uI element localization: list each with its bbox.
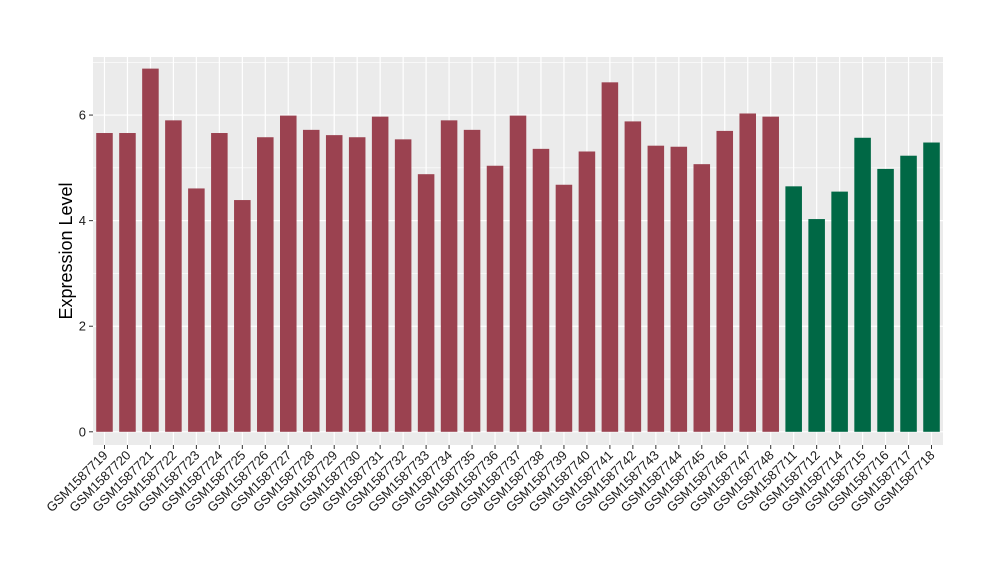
x-axis-ticks: GSM1587719GSM1587720GSM1587721GSM1587722… xyxy=(43,445,938,515)
bar-GSM1587729 xyxy=(325,135,343,432)
bar-GSM1587747 xyxy=(739,113,756,432)
bar-GSM1587745 xyxy=(693,164,711,432)
y-tick-label: 6 xyxy=(79,108,86,123)
bar-GSM1587720 xyxy=(119,133,136,432)
bar-GSM1587719 xyxy=(96,133,113,432)
bar-GSM1587738 xyxy=(532,148,550,432)
bar-GSM1587739 xyxy=(555,184,573,432)
y-tick-label: 2 xyxy=(79,319,86,334)
bar-GSM1587731 xyxy=(371,116,389,432)
y-tick-label: 0 xyxy=(79,424,86,439)
bar-GSM1587726 xyxy=(257,137,274,432)
bar-GSM1587724 xyxy=(211,133,228,432)
bar-GSM1587715 xyxy=(854,137,871,432)
bar-GSM1587722 xyxy=(165,120,182,432)
bar-GSM1587735 xyxy=(463,129,481,432)
bar-GSM1587748 xyxy=(762,116,779,432)
bar-GSM1587727 xyxy=(280,115,297,432)
bar-GSM1587730 xyxy=(348,137,366,432)
bar-GSM1587733 xyxy=(417,174,435,432)
bar-GSM1587728 xyxy=(302,129,320,432)
bar-GSM1587741 xyxy=(601,82,619,432)
bar-GSM1587711 xyxy=(785,186,802,432)
bar-GSM1587742 xyxy=(624,121,642,432)
bar-GSM1587717 xyxy=(900,155,917,432)
bar-GSM1587740 xyxy=(578,151,596,432)
bar-GSM1587723 xyxy=(188,188,205,432)
bar-GSM1587721 xyxy=(142,68,159,432)
bar-GSM1587725 xyxy=(234,200,251,432)
bar-GSM1587744 xyxy=(670,146,688,432)
y-axis-title: Expression Level xyxy=(56,182,76,319)
bar-GSM1587714 xyxy=(831,191,848,432)
bar-GSM1587734 xyxy=(440,120,458,432)
bar-GSM1587712 xyxy=(808,219,825,432)
bars xyxy=(96,68,940,432)
bar-GSM1587737 xyxy=(509,115,527,432)
bar-GSM1587716 xyxy=(877,168,894,432)
bar-GSM1587743 xyxy=(647,145,665,432)
y-tick-label: 4 xyxy=(79,213,86,228)
bar-GSM1587746 xyxy=(716,130,734,432)
bar-GSM1587718 xyxy=(923,142,940,432)
bar-GSM1587736 xyxy=(486,165,504,432)
bar-GSM1587732 xyxy=(394,139,412,432)
y-axis-ticks: 0 2 4 6 xyxy=(79,108,93,439)
